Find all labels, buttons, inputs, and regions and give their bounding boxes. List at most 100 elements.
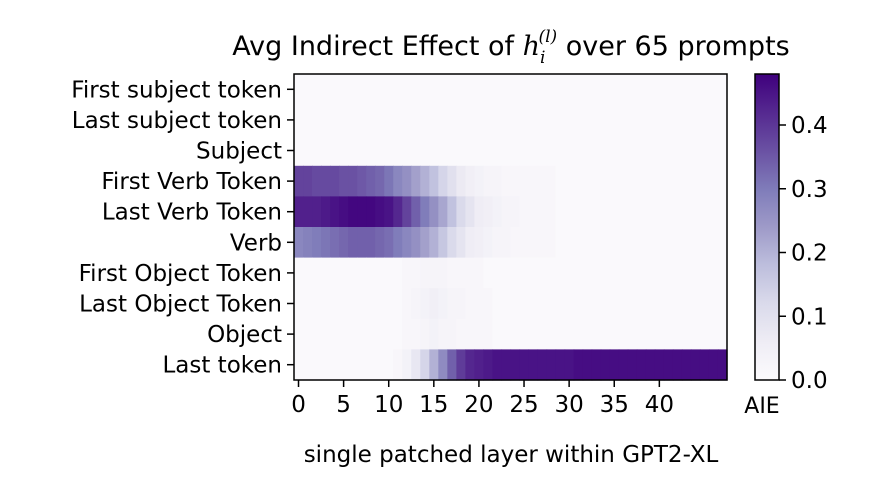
heatmap-cell [555,196,566,228]
heatmap-cell [672,318,683,350]
heatmap-cell [573,74,584,106]
heatmap-cell [708,318,719,350]
heatmap-cell [348,288,358,320]
heatmap-cell [384,257,394,289]
heatmap-cell [357,288,367,320]
heatmap-cell [708,165,719,197]
y-tick-label: Subject [196,139,282,165]
heatmap-cell [609,349,620,381]
heatmap-cell [348,257,358,289]
heatmap-cell [321,104,331,136]
heatmap-cell [645,318,656,350]
heatmap-cell [564,227,575,259]
heatmap-cell [321,227,331,259]
heatmap-cell [456,349,466,381]
heatmap-cell [465,165,476,197]
heatmap-cell [420,104,430,136]
heatmap-cell [420,165,430,197]
y-tick-label: Last token [162,353,282,379]
x-tick-label: 0 [291,392,306,418]
heatmap-cell [582,227,593,259]
heatmap-cell [438,196,448,228]
heatmap-cell [600,227,611,259]
heatmap-cell [357,196,367,228]
heatmap-cell [330,74,340,106]
heatmap-cell [429,165,439,197]
heatmap-cell [474,135,485,167]
heatmap-cell [618,288,629,320]
heatmap-cell [582,196,593,228]
heatmap-cell [447,318,457,350]
heatmap-cell [600,349,611,381]
heatmap-cell [708,349,719,381]
heatmap-cell [690,288,701,320]
y-tick-label: Last subject token [72,108,282,134]
heatmap-cell [681,165,692,197]
heatmap-cell [519,135,530,167]
heatmap-cell [375,196,385,228]
heatmap-cell [609,135,620,167]
heatmap-cell [474,288,485,320]
heatmap-cell [510,349,521,381]
heatmap-cell [600,257,611,289]
y-tick-label: Verb [230,230,282,256]
heatmap-cell [699,135,710,167]
heatmap-cell [438,165,448,197]
heatmap-cell [447,135,457,167]
heatmap-cell [600,165,611,197]
heatmap-cell [330,196,340,228]
heatmap-cell [393,135,403,167]
heatmap-cell [447,257,457,289]
heatmap-cell [465,196,476,228]
heatmap-cell [618,104,629,136]
heatmap-cell [411,74,421,106]
heatmap-cell [699,74,710,106]
heatmap-cell [654,165,665,197]
heatmap-cell [429,257,439,289]
heatmap-cell [420,196,430,228]
y-tick-label: First subject token [71,77,282,103]
heatmap-cell [465,288,476,320]
heatmap-cell [339,318,349,350]
heatmap-cell [294,318,304,350]
heatmap-cell [555,104,566,136]
heatmap-cell [474,349,485,381]
heatmap-cell [573,196,584,228]
heatmap-cell [501,288,512,320]
heatmap-cell [681,135,692,167]
heatmap-cell [366,104,376,136]
heatmap-cell [546,135,557,167]
heatmap-cell [438,104,448,136]
heatmap-cell [321,257,331,289]
heatmap-cell [402,349,412,381]
heatmap-cell [681,349,692,381]
heatmap-cell [600,74,611,106]
heatmap-cell [582,74,593,106]
heatmap-cell [492,74,503,106]
heatmap-cell [627,135,638,167]
plot-frame [293,73,728,381]
heatmap-cell [564,349,575,381]
heatmap-cell [375,318,385,350]
heatmap-cell [456,196,466,228]
heatmap-cell [672,104,683,136]
heatmap-cell [609,165,620,197]
heatmap-cell [303,135,313,167]
heatmap-cell [321,288,331,320]
heatmap-cell [465,349,476,381]
heatmap-cell [348,135,358,167]
heatmap-cell [456,257,466,289]
heatmap-cell [573,257,584,289]
heatmap-cell [348,227,358,259]
heatmap-cell [528,74,539,106]
heatmap-cell [546,349,557,381]
heatmap-cell [312,288,322,320]
heatmap-cell [582,165,593,197]
heatmap-cell [564,104,575,136]
heatmap-cell [465,318,476,350]
heatmap-cell [303,227,313,259]
heatmap-cell [303,196,313,228]
heatmap-cell [294,74,304,106]
heatmap-cell [528,104,539,136]
heatmap-cell [537,288,548,320]
